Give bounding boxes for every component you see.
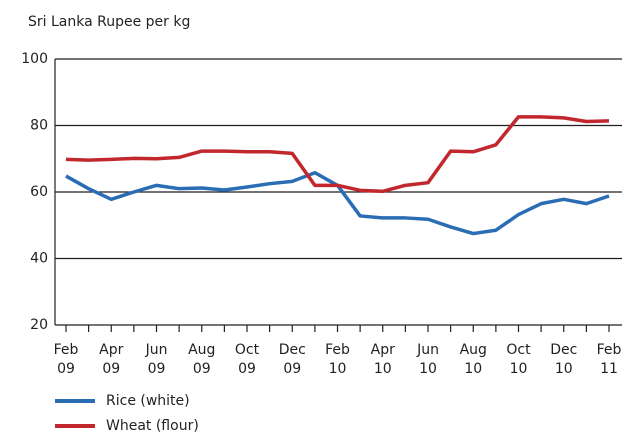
data-line [65, 170, 610, 236]
y-tick-label: 40 [30, 251, 48, 267]
x-tick-label: Apr 09 [99, 342, 124, 377]
data-line [65, 115, 610, 194]
x-tick-label: Oct 10 [506, 342, 531, 377]
x-tick-label: Feb 11 [596, 342, 622, 377]
y-tick-label: 100 [21, 51, 48, 67]
x-tick-label: Feb 09 [53, 342, 79, 377]
x-tick-label: Aug 09 [188, 342, 216, 377]
x-tick-label: Feb 10 [325, 342, 350, 377]
x-tick-label: Jun 10 [417, 342, 439, 377]
y-tick-label: 60 [30, 184, 48, 200]
x-tick-label: Jun 09 [145, 342, 168, 377]
legend-label: Rice (white) [106, 393, 190, 409]
x-tick-label: Oct 09 [234, 342, 260, 377]
legend-label: Wheat (flour) [106, 418, 199, 434]
y-tick-label: 20 [30, 317, 48, 333]
x-tick-label: Dec 10 [550, 342, 578, 377]
x-tick-label: Dec 09 [278, 342, 306, 377]
y-tick-label: 80 [30, 118, 48, 134]
y-axis-label: Sri Lanka Rupee per kg [28, 14, 190, 30]
x-tick-label: Aug 10 [459, 342, 487, 377]
x-tick-label: Apr 10 [370, 342, 395, 377]
